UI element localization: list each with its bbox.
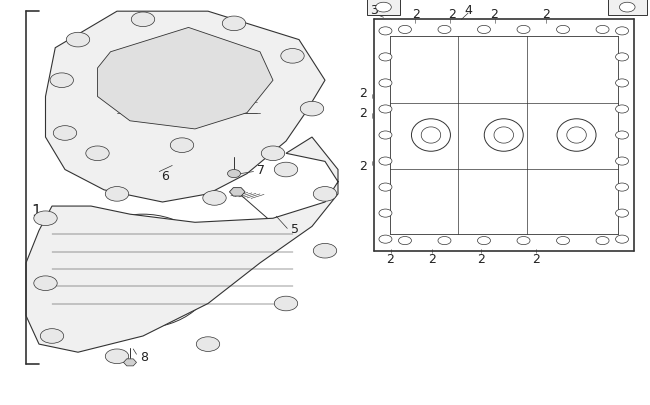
Circle shape xyxy=(616,106,629,114)
Text: 2: 2 xyxy=(448,8,456,21)
Circle shape xyxy=(616,209,629,217)
Text: 4: 4 xyxy=(464,4,472,17)
Text: 2: 2 xyxy=(477,253,485,266)
Circle shape xyxy=(517,26,530,34)
Polygon shape xyxy=(367,0,400,16)
Circle shape xyxy=(379,28,392,36)
Circle shape xyxy=(379,209,392,217)
Text: 2: 2 xyxy=(412,8,420,21)
Circle shape xyxy=(379,132,392,140)
Circle shape xyxy=(398,237,411,245)
Circle shape xyxy=(438,237,451,245)
Circle shape xyxy=(274,163,298,177)
Text: 5: 5 xyxy=(291,222,299,235)
Circle shape xyxy=(619,3,635,13)
Circle shape xyxy=(131,13,155,28)
Text: 3: 3 xyxy=(370,4,378,17)
Circle shape xyxy=(222,17,246,32)
Polygon shape xyxy=(46,12,325,202)
Polygon shape xyxy=(26,138,338,352)
Circle shape xyxy=(40,329,64,343)
Circle shape xyxy=(616,236,629,244)
Text: 2: 2 xyxy=(359,107,367,120)
Text: 2: 2 xyxy=(490,8,498,21)
Circle shape xyxy=(616,80,629,88)
Circle shape xyxy=(379,106,392,114)
Text: 2: 2 xyxy=(532,253,540,266)
Circle shape xyxy=(170,139,194,153)
Polygon shape xyxy=(229,188,245,196)
Circle shape xyxy=(616,28,629,36)
Circle shape xyxy=(379,80,392,88)
Circle shape xyxy=(379,236,392,244)
Circle shape xyxy=(379,183,392,192)
Circle shape xyxy=(53,126,77,141)
Circle shape xyxy=(616,158,629,166)
Circle shape xyxy=(556,26,569,34)
Circle shape xyxy=(274,296,298,311)
Text: 2: 2 xyxy=(542,8,550,21)
Polygon shape xyxy=(608,0,647,16)
Polygon shape xyxy=(98,28,273,130)
Circle shape xyxy=(34,276,57,291)
Circle shape xyxy=(300,102,324,117)
Circle shape xyxy=(261,147,285,161)
Circle shape xyxy=(478,237,491,245)
Circle shape xyxy=(66,33,90,48)
Circle shape xyxy=(379,158,392,166)
Circle shape xyxy=(596,26,609,34)
Text: 2: 2 xyxy=(428,253,436,266)
Circle shape xyxy=(196,337,220,352)
Circle shape xyxy=(438,26,451,34)
Circle shape xyxy=(313,244,337,258)
Circle shape xyxy=(616,132,629,140)
Circle shape xyxy=(379,54,392,62)
Circle shape xyxy=(313,187,337,202)
Circle shape xyxy=(227,170,240,178)
Circle shape xyxy=(616,183,629,192)
Text: 2: 2 xyxy=(359,87,367,100)
Text: 8: 8 xyxy=(140,350,148,363)
Circle shape xyxy=(105,349,129,364)
Text: 2: 2 xyxy=(386,253,394,266)
Circle shape xyxy=(203,191,226,206)
Circle shape xyxy=(105,187,129,202)
Circle shape xyxy=(616,54,629,62)
Circle shape xyxy=(398,26,411,34)
Circle shape xyxy=(478,26,491,34)
Circle shape xyxy=(34,211,57,226)
Circle shape xyxy=(50,74,73,88)
Circle shape xyxy=(281,49,304,64)
Text: 2: 2 xyxy=(359,160,367,173)
Text: 7: 7 xyxy=(257,164,265,177)
Text: 1: 1 xyxy=(31,203,40,218)
Circle shape xyxy=(596,237,609,245)
Circle shape xyxy=(556,237,569,245)
Circle shape xyxy=(376,3,391,13)
Circle shape xyxy=(517,237,530,245)
Text: 6: 6 xyxy=(161,170,169,183)
Circle shape xyxy=(86,147,109,161)
Polygon shape xyxy=(124,359,136,366)
